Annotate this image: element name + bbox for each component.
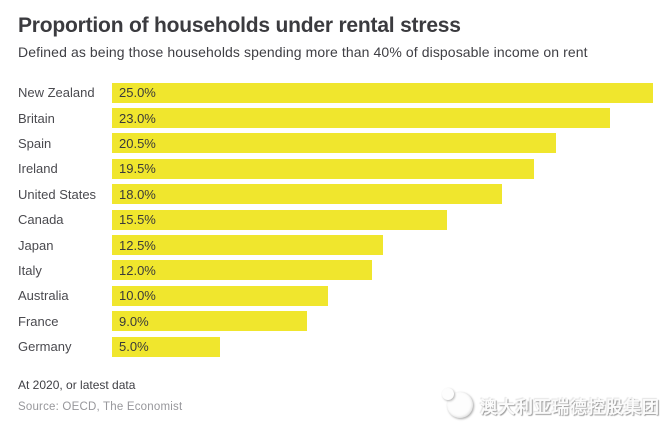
chart-source: Source: OECD, The Economist xyxy=(18,400,183,413)
category-label: Italy xyxy=(18,262,42,278)
bar-canada: 15.5% xyxy=(112,209,448,230)
bar-new-zealand: 25.0% xyxy=(112,82,653,103)
bar-france: 9.0% xyxy=(112,311,307,332)
value-label: 10.0% xyxy=(119,288,156,304)
value-label: 25.0% xyxy=(119,85,156,101)
value-label: 20.5% xyxy=(119,135,156,151)
watermark: 澳大利亚瑞德控股集团 xyxy=(442,388,660,418)
value-label: 12.0% xyxy=(119,262,156,278)
value-label: 19.5% xyxy=(119,161,156,177)
bar-britain: 23.0% xyxy=(112,108,610,129)
bar-ireland: 19.5% xyxy=(112,158,534,179)
category-label: United States xyxy=(18,186,97,202)
bar-track: 5.0% xyxy=(112,336,653,357)
bar-italy: 12.0% xyxy=(112,260,372,281)
bar-track: 23.0% xyxy=(112,108,653,129)
bar-track: 15.5% xyxy=(112,209,653,230)
chart-row: Germany 5.0% xyxy=(18,336,653,357)
bar-track: 12.0% xyxy=(112,260,653,281)
watermark-text: 澳大利亚瑞德控股集团 xyxy=(480,397,660,417)
chart-subtitle: Defined as being those households spendi… xyxy=(18,44,588,61)
category-label: Germany xyxy=(18,339,72,355)
chart-row: New Zealand 25.0% xyxy=(18,82,653,103)
category-label: France xyxy=(18,313,59,329)
bar-japan: 12.5% xyxy=(112,235,383,256)
chart-footer: At 2020, or latest data Source: OECD, Th… xyxy=(18,378,653,413)
value-label: 15.5% xyxy=(119,212,156,228)
bar-track: 25.0% xyxy=(112,82,653,103)
value-label: 18.0% xyxy=(119,186,156,202)
chart-note: At 2020, or latest data xyxy=(18,377,136,392)
bar-united-states: 18.0% xyxy=(112,184,502,205)
chart-title: Proportion of households under rental st… xyxy=(18,14,461,37)
category-label: Canada xyxy=(18,212,64,228)
chart-row: Ireland 19.5% xyxy=(18,158,653,179)
chart-row: Spain 20.5% xyxy=(18,133,653,154)
chart-row: Italy 12.0% xyxy=(18,260,653,281)
category-label: Britain xyxy=(18,110,55,126)
bar-spain: 20.5% xyxy=(112,133,556,154)
bar-track: 12.5% xyxy=(112,235,653,256)
bar-germany: 5.0% xyxy=(112,336,221,357)
chart-row: Japan 12.5% xyxy=(18,235,653,256)
bar-australia: 10.0% xyxy=(112,285,329,306)
value-label: 12.5% xyxy=(119,237,156,253)
bar-chart: New Zealand 25.0% Britain 23.0% Spain 20.5% Ir… xyxy=(18,82,653,357)
category-label: New Zealand xyxy=(18,85,95,101)
value-label: 5.0% xyxy=(119,339,149,355)
category-label: Ireland xyxy=(18,161,58,177)
category-label: Japan xyxy=(18,237,54,253)
bar-track: 19.5% xyxy=(112,158,653,179)
chart-row: Canada 15.5% xyxy=(18,209,653,230)
bar-track: 20.5% xyxy=(112,133,653,154)
chart-row: Britain 23.0% xyxy=(18,108,653,129)
bar-track: 18.0% xyxy=(112,184,653,205)
value-label: 23.0% xyxy=(119,110,156,126)
chart-row: United States 18.0% xyxy=(18,184,653,205)
value-label: 9.0% xyxy=(119,313,149,329)
company-logo-icon xyxy=(442,388,473,418)
bar-track: 10.0% xyxy=(112,285,653,306)
category-label: Spain xyxy=(18,135,52,151)
bar-track: 9.0% xyxy=(112,311,653,332)
category-label: Australia xyxy=(18,288,69,304)
chart-row: Australia 10.0% xyxy=(18,285,653,306)
chart-row: France 9.0% xyxy=(18,311,653,332)
